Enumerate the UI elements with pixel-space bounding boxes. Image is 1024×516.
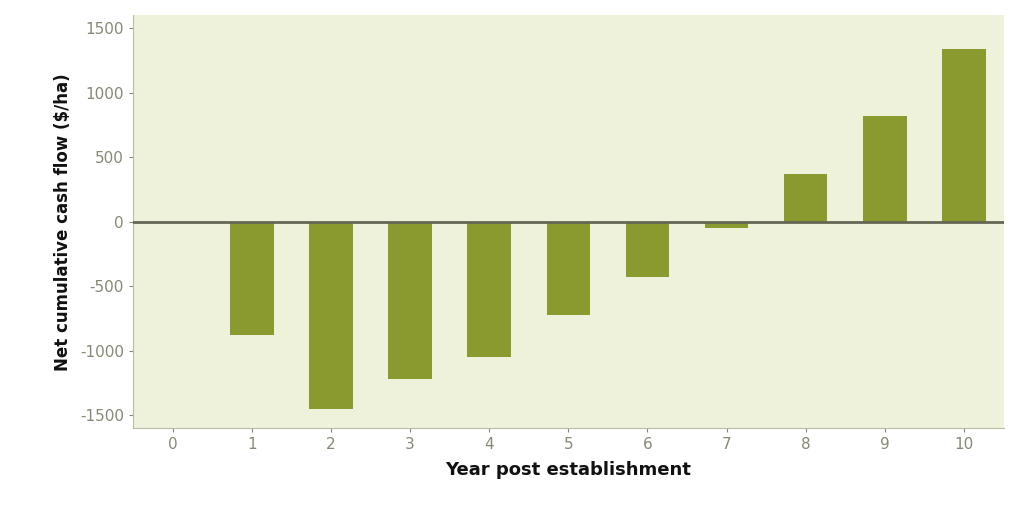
Bar (388, 222, 432, 379)
Bar (863, 116, 906, 222)
Y-axis label: Net cumulative cash flow ($/ha): Net cumulative cash flow ($/ha) (53, 73, 72, 370)
Bar (705, 222, 749, 228)
Bar (230, 222, 273, 335)
X-axis label: Year post establishment: Year post establishment (445, 461, 691, 479)
Bar (467, 222, 511, 357)
Bar (309, 222, 352, 409)
Bar (784, 174, 827, 222)
Bar (547, 222, 590, 315)
Bar (942, 49, 986, 222)
Bar (626, 222, 670, 278)
